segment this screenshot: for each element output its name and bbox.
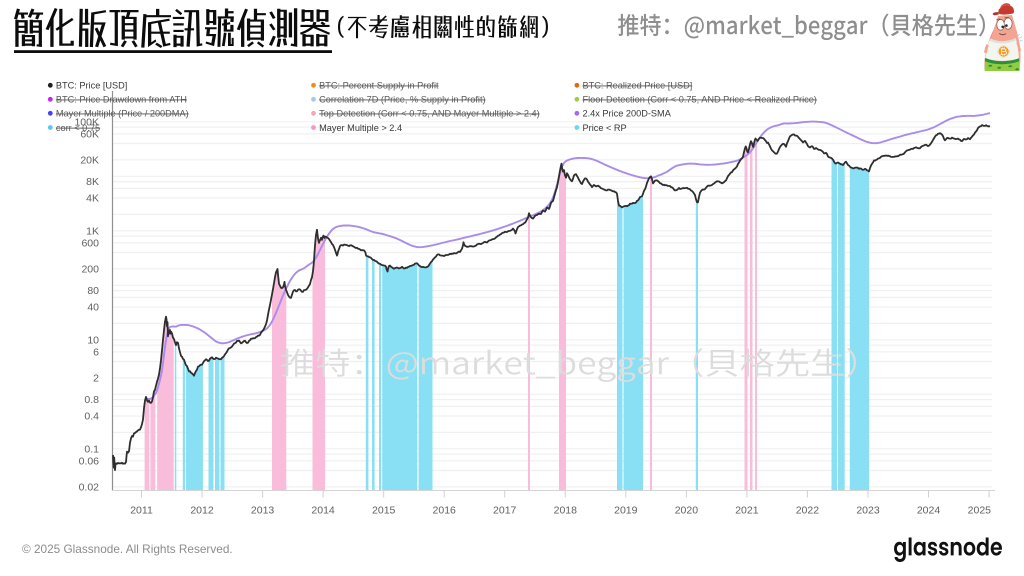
svg-text:2025: 2025: [968, 505, 992, 517]
svg-text:2016: 2016: [433, 505, 457, 517]
svg-text:4K: 4K: [86, 193, 99, 205]
svg-text:2017: 2017: [493, 505, 517, 517]
svg-text:Floor Detection (Corr < 0.75,: Floor Detection (Corr < 0.75, AND Price …: [583, 95, 817, 105]
svg-text:2020: 2020: [675, 505, 699, 517]
svg-text:Top Detection (Corr < 0.75, AN: Top Detection (Corr < 0.75, AND Mayer Mu…: [319, 109, 540, 119]
svg-text:0.06: 0.06: [79, 456, 100, 468]
svg-text:0.4: 0.4: [84, 411, 99, 423]
svg-text:0.1: 0.1: [84, 443, 99, 455]
svg-text:60K: 60K: [80, 129, 99, 141]
svg-text:2022: 2022: [796, 505, 820, 517]
svg-text:2014: 2014: [311, 505, 335, 517]
svg-text:2013: 2013: [251, 505, 275, 517]
svg-text:10: 10: [87, 334, 99, 346]
svg-text:2019: 2019: [614, 505, 638, 517]
svg-text:200: 200: [81, 264, 99, 276]
svg-text:2.4x Price 200D-SMA: 2.4x Price 200D-SMA: [583, 109, 672, 119]
svg-text:BTC: Price Drawdown from ATH: BTC: Price Drawdown from ATH: [56, 95, 187, 105]
svg-text:Mayer Multiple > 2.4: Mayer Multiple > 2.4: [319, 123, 402, 133]
svg-text:Mayer Multiple (Price / 200DMA: Mayer Multiple (Price / 200DMA): [56, 109, 189, 119]
svg-text:6: 6: [93, 347, 99, 359]
svg-text:100K: 100K: [74, 116, 99, 128]
svg-text:2: 2: [93, 373, 99, 385]
svg-text:2024: 2024: [917, 505, 941, 517]
svg-text:BTC: Price [USD]: BTC: Price [USD]: [56, 81, 127, 91]
svg-text:8K: 8K: [86, 176, 99, 188]
svg-text:0.8: 0.8: [84, 394, 99, 406]
svg-text:1K: 1K: [86, 225, 99, 237]
svg-text:2011: 2011: [130, 505, 153, 517]
svg-text:20K: 20K: [80, 155, 99, 167]
svg-text:corr < 0.75: corr < 0.75: [56, 123, 100, 133]
svg-text:2018: 2018: [554, 505, 578, 517]
svg-text:0.02: 0.02: [79, 482, 100, 494]
svg-text:2021: 2021: [735, 505, 759, 517]
svg-text:Price < RP: Price < RP: [583, 123, 627, 133]
svg-text:2012: 2012: [190, 505, 214, 517]
svg-text:2015: 2015: [372, 505, 396, 517]
svg-text:80: 80: [87, 285, 99, 297]
svg-text:40: 40: [87, 302, 99, 314]
svg-text:Correlation 7D (Price, % Suppl: Correlation 7D (Price, % Supply in Profi…: [319, 95, 485, 105]
svg-text:600: 600: [81, 238, 99, 250]
svg-text:BTC: Percent Supply in Profit: BTC: Percent Supply in Profit: [319, 81, 439, 91]
svg-text:© 2025 Glassnode. All Rights R: © 2025 Glassnode. All Rights Reserved.: [22, 542, 233, 556]
svg-text:BTC: Realized Price [USD]: BTC: Realized Price [USD]: [583, 81, 693, 91]
svg-text:2023: 2023: [856, 505, 880, 517]
